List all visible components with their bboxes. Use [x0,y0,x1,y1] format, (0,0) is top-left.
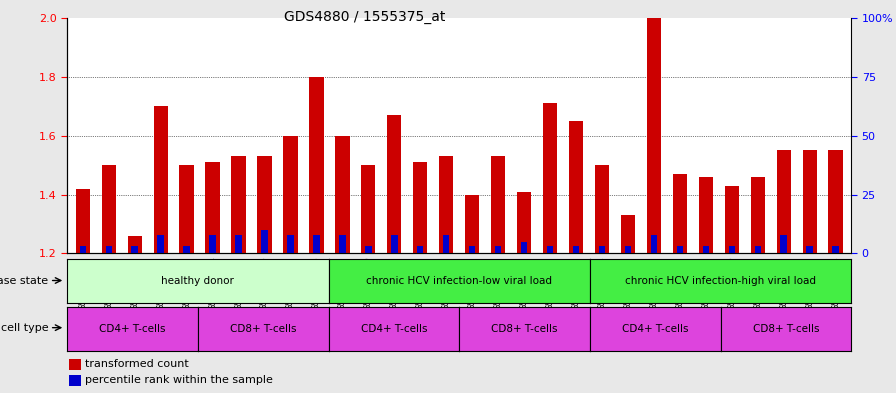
Bar [469,246,476,253]
Bar [543,103,557,253]
Bar [569,121,583,253]
Text: CD8+ T-cells: CD8+ T-cells [753,323,819,334]
Text: CD8+ T-cells: CD8+ T-cells [491,323,558,334]
Text: CD4+ T-cells: CD4+ T-cells [99,323,166,334]
Bar [625,246,631,253]
Bar [153,106,168,253]
Bar [573,246,579,253]
Bar [777,150,791,253]
Bar [806,246,813,253]
Bar [184,246,190,253]
Bar [391,235,398,253]
Text: CD4+ T-cells: CD4+ T-cells [622,323,688,334]
Bar [340,235,346,253]
Bar [158,235,164,253]
Bar [101,165,116,253]
Bar [257,156,271,253]
Bar [288,235,294,253]
Bar [751,177,765,253]
Bar [127,236,142,253]
Bar [599,246,605,253]
Bar [231,156,246,253]
Bar [702,246,709,253]
Bar [829,150,843,253]
Text: GDS4880 / 1555375_at: GDS4880 / 1555375_at [284,10,446,24]
Bar [262,230,268,253]
Text: percentile rank within the sample: percentile rank within the sample [85,375,273,385]
Bar [75,189,90,253]
Text: healthy donor: healthy donor [161,276,235,286]
Bar [314,235,320,253]
Bar [205,162,220,253]
Bar [650,235,657,253]
Bar [780,235,787,253]
FancyBboxPatch shape [69,359,81,369]
Bar [387,115,401,253]
Bar [413,162,427,253]
Bar [236,235,242,253]
Bar [309,77,323,253]
Bar [465,195,479,253]
Bar [517,191,531,253]
Bar [754,246,761,253]
Bar [725,185,739,253]
Bar [832,246,839,253]
Bar [699,177,713,253]
Text: transformed count: transformed count [85,359,189,369]
Text: cell type: cell type [1,323,48,332]
FancyBboxPatch shape [69,375,81,386]
Bar [673,174,687,253]
Bar [491,156,505,253]
Bar [495,246,502,253]
Bar [803,150,817,253]
Bar [335,136,349,253]
Text: CD4+ T-cells: CD4+ T-cells [360,323,427,334]
Bar [443,235,450,253]
Bar [647,18,661,253]
Bar [728,246,735,253]
Bar [366,246,372,253]
Text: chronic HCV infection-low viral load: chronic HCV infection-low viral load [366,276,552,286]
Bar [621,215,635,253]
Bar [521,242,528,253]
Text: CD8+ T-cells: CD8+ T-cells [230,323,297,334]
Bar [595,165,609,253]
Bar [132,246,138,253]
Bar [676,246,683,253]
Bar [210,235,216,253]
Bar [179,165,194,253]
Bar [417,246,424,253]
Bar [80,246,86,253]
Bar [106,246,112,253]
Bar [547,246,553,253]
Bar [439,156,453,253]
Text: chronic HCV infection-high viral load: chronic HCV infection-high viral load [625,276,816,286]
Bar [361,165,375,253]
Bar [283,136,297,253]
Text: disease state: disease state [0,275,48,285]
